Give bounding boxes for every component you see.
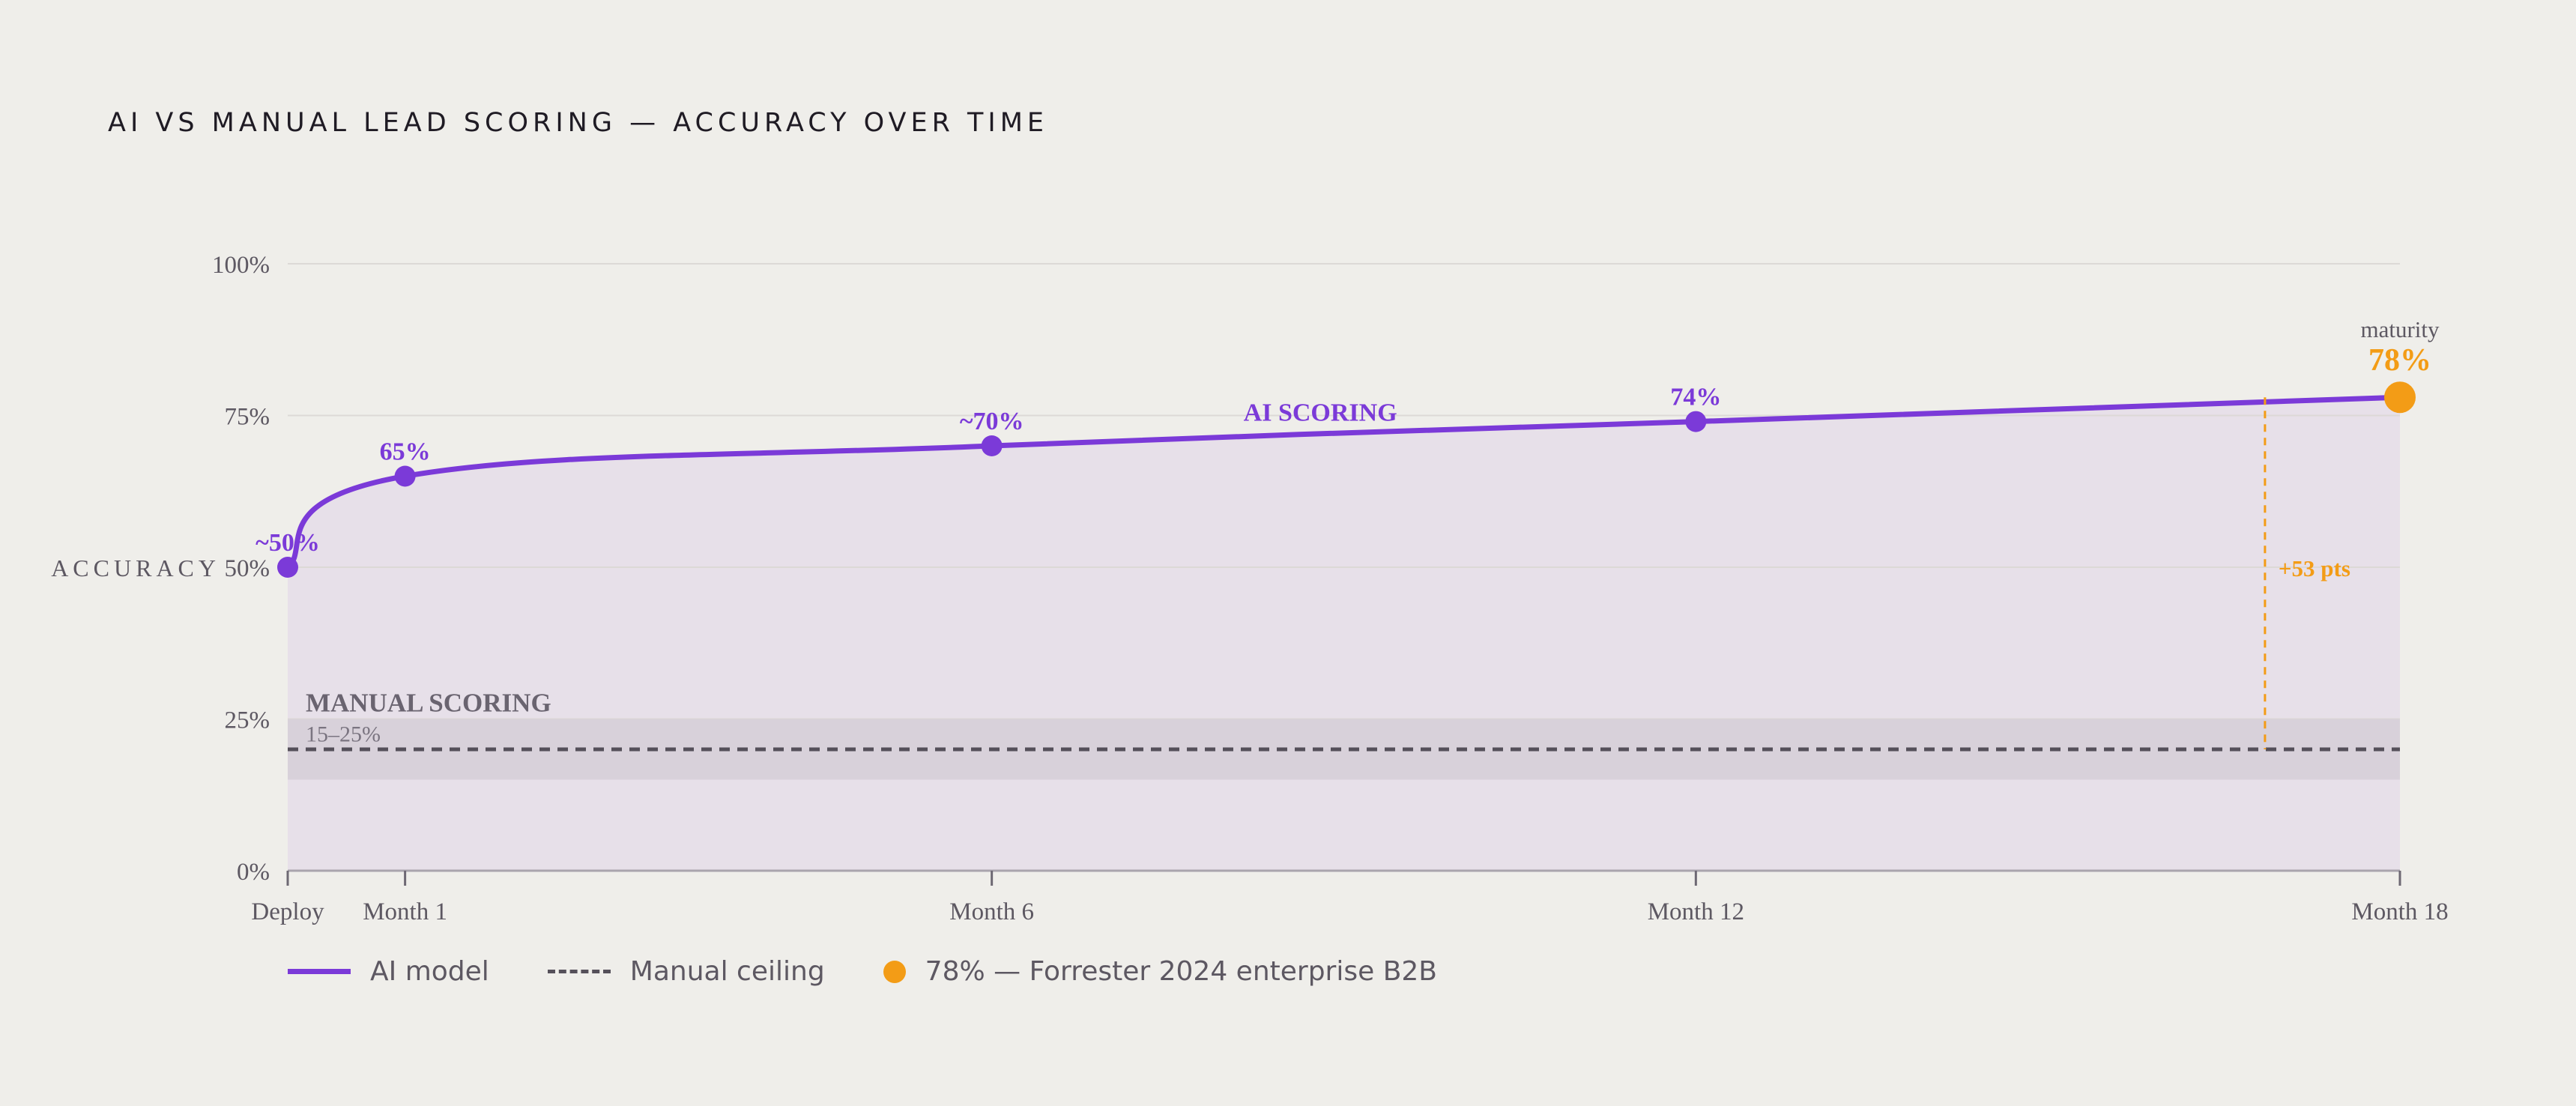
maturity-value-label: 78% — [2368, 343, 2431, 378]
x-tick-label-12: Month 12 — [1648, 898, 1744, 925]
y-tick-label-50: 50% — [225, 555, 270, 582]
ai-area-fill — [288, 397, 2400, 871]
y-tick-label-25: 25% — [225, 707, 270, 734]
x-tick-label-18: Month 18 — [2351, 898, 2448, 925]
legend: AI model Manual ceiling 78% — Forrester … — [288, 956, 1496, 987]
legend-swatch-ai-model — [288, 969, 351, 974]
legend-item-ai-model: AI model — [288, 956, 489, 987]
data-point-0 — [277, 557, 298, 578]
x-tick-label-6: Month 6 — [949, 898, 1034, 925]
legend-label-forrester: 78% — Forrester 2024 enterprise B2B — [925, 956, 1438, 987]
data-point-1 — [394, 465, 416, 487]
manual-scoring-band — [288, 719, 2400, 780]
manual-scoring-label: MANUAL SCORING — [306, 689, 551, 718]
legend-item-manual-ceiling: Manual ceiling — [547, 956, 825, 987]
y-axis-title: ACCURACY — [51, 554, 220, 581]
data-label-1: 65% — [380, 438, 431, 466]
data-label-6: ~70% — [960, 408, 1024, 435]
y-tick-label-100: 100% — [212, 252, 270, 279]
chart-title: AI VS MANUAL LEAD SCORING — ACCURACY OVE… — [108, 108, 1049, 138]
y-tick-label-0: 0% — [237, 859, 270, 886]
legend-swatch-manual-ceiling — [547, 970, 611, 973]
maturity-label: maturity — [2360, 316, 2440, 342]
legend-label-ai-model: AI model — [370, 956, 489, 987]
y-tick-label-75: 75% — [225, 404, 270, 431]
data-point-12 — [1685, 411, 1707, 432]
legend-item-forrester: 78% — Forrester 2024 enterprise B2B — [883, 956, 1437, 987]
x-tick-label-0: Deploy — [251, 898, 324, 925]
data-label-0: ~50% — [256, 529, 320, 557]
manual-scoring-range-label: 15–25% — [306, 722, 381, 747]
data-point-18 — [2384, 381, 2416, 414]
data-point-6 — [981, 435, 1003, 456]
ai-scoring-series-label: AI SCORING — [1244, 399, 1397, 427]
legend-swatch-forrester — [883, 960, 906, 983]
x-tick-label-1: Month 1 — [363, 898, 447, 925]
gap-annotation-label: +53 pts — [2279, 555, 2350, 581]
legend-label-manual-ceiling: Manual ceiling — [629, 956, 825, 987]
data-label-12: 74% — [1670, 384, 1721, 411]
